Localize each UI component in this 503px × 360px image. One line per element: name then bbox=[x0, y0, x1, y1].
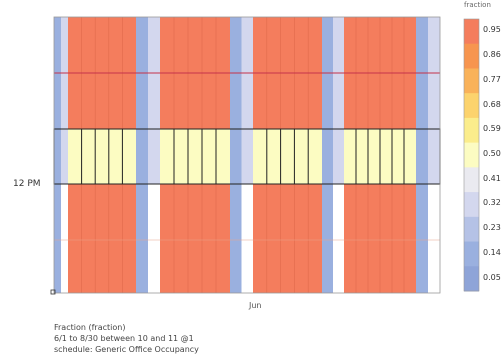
colorbar-segment bbox=[464, 241, 479, 267]
heatmap-cell bbox=[230, 17, 242, 73]
heatmap-cell bbox=[333, 17, 344, 73]
heatmap-cell bbox=[241, 73, 253, 129]
colorbar-tick-label: 0.05 bbox=[483, 272, 501, 282]
heatmap-cell bbox=[136, 129, 148, 184]
heatmap-cell bbox=[160, 17, 230, 73]
heatmap-cell bbox=[61, 184, 68, 293]
heatmap-cell bbox=[68, 129, 136, 184]
colorbar-tick-label: 0.86 bbox=[483, 50, 501, 60]
colorbar-tick-label: 0.41 bbox=[483, 173, 501, 183]
heatmap-cell bbox=[322, 17, 333, 73]
heatmap-cell bbox=[54, 129, 61, 184]
heatmap-cell bbox=[148, 184, 160, 293]
colorbar-segment bbox=[464, 68, 479, 94]
colorbar-segment bbox=[464, 117, 479, 144]
info-line-range: 6/1 to 8/30 between 10 and 11 @1 bbox=[54, 334, 194, 343]
heatmap-cell bbox=[160, 184, 230, 293]
colorbar-segment bbox=[464, 266, 479, 292]
heatmap-cell bbox=[136, 17, 148, 73]
heatmap-cell bbox=[428, 129, 440, 184]
info-line-metric: Fraction (fraction) bbox=[54, 323, 126, 332]
colorbar-segment bbox=[464, 192, 479, 218]
colorbar-tick-label: 0.32 bbox=[483, 198, 501, 208]
heatmap-cell bbox=[230, 73, 242, 129]
x-axis-tick-label: Jun bbox=[249, 301, 262, 310]
colorbar-tick-label: 0.95 bbox=[483, 25, 501, 35]
heatmap-cell bbox=[322, 184, 333, 293]
heatmap-cell bbox=[333, 73, 344, 129]
heatmap-cell bbox=[322, 73, 333, 129]
heatmap-cell bbox=[54, 184, 61, 293]
heatmap-cell bbox=[428, 73, 440, 129]
heatmap-cell bbox=[428, 184, 440, 293]
heatmap-cell bbox=[253, 184, 322, 293]
colorbar-tick-label: 0.50 bbox=[483, 149, 501, 158]
heatmap-cell bbox=[54, 73, 61, 129]
heatmap-cell bbox=[54, 17, 61, 73]
plot-border bbox=[53, 16, 441, 294]
heatmap-cell bbox=[230, 129, 242, 184]
colorbar-tick-label: 0.14 bbox=[483, 247, 501, 257]
colorbar-segment bbox=[464, 216, 479, 243]
heatmap-cell bbox=[416, 129, 428, 184]
colorbar-border bbox=[463, 18, 480, 292]
heatmap-cell bbox=[322, 129, 333, 184]
heatmap-cell bbox=[416, 73, 428, 129]
heatmap-cell bbox=[241, 129, 253, 184]
heatmap-cell bbox=[68, 17, 136, 73]
heatmap-cell bbox=[416, 17, 428, 73]
heatmap-cell bbox=[253, 73, 322, 129]
heatmap-cell bbox=[68, 73, 136, 129]
heatmap-cell bbox=[416, 184, 428, 293]
y-axis-tick-label: 12 PM bbox=[13, 179, 41, 189]
heatmap-cell bbox=[61, 17, 68, 73]
origin-marker bbox=[50, 289, 56, 295]
heatmap-cell bbox=[253, 129, 322, 184]
colorbar-segment bbox=[464, 142, 479, 168]
heatmap-cell bbox=[160, 129, 230, 184]
heatmap-cell bbox=[333, 184, 344, 293]
heatmap-cell bbox=[61, 129, 68, 184]
colorbar-segment bbox=[464, 93, 479, 119]
heatmap-cell bbox=[241, 17, 253, 73]
colorbar-segment bbox=[464, 167, 479, 193]
heatmap-cell bbox=[241, 184, 253, 293]
heatmap-cell bbox=[148, 17, 160, 73]
heatmap-cell bbox=[253, 17, 322, 73]
heatmap-cell bbox=[136, 184, 148, 293]
legend-title: fraction bbox=[464, 1, 491, 9]
colorbar-tick-label: 0.77 bbox=[483, 74, 501, 84]
heatmap-cell bbox=[148, 129, 160, 184]
heatmap-cell bbox=[136, 73, 148, 129]
heatmap-cell bbox=[148, 73, 160, 129]
colorbar-segment bbox=[464, 43, 479, 69]
colorbar-tick-label: 0.68 bbox=[483, 99, 501, 109]
heatmap-cell bbox=[68, 184, 136, 293]
info-line-schedule: schedule: Generic Office Occupancy bbox=[54, 345, 199, 354]
colorbar-tick-label: 0.59 bbox=[483, 124, 501, 134]
heatmap-cell bbox=[333, 129, 344, 184]
heatmap-cell bbox=[230, 184, 242, 293]
heatmap-cell bbox=[160, 73, 230, 129]
heatmap-cell bbox=[428, 17, 440, 73]
colorbar-tick-label: 0.23 bbox=[483, 223, 501, 233]
heatmap-cell bbox=[61, 73, 68, 129]
colorbar-segment bbox=[464, 19, 479, 45]
